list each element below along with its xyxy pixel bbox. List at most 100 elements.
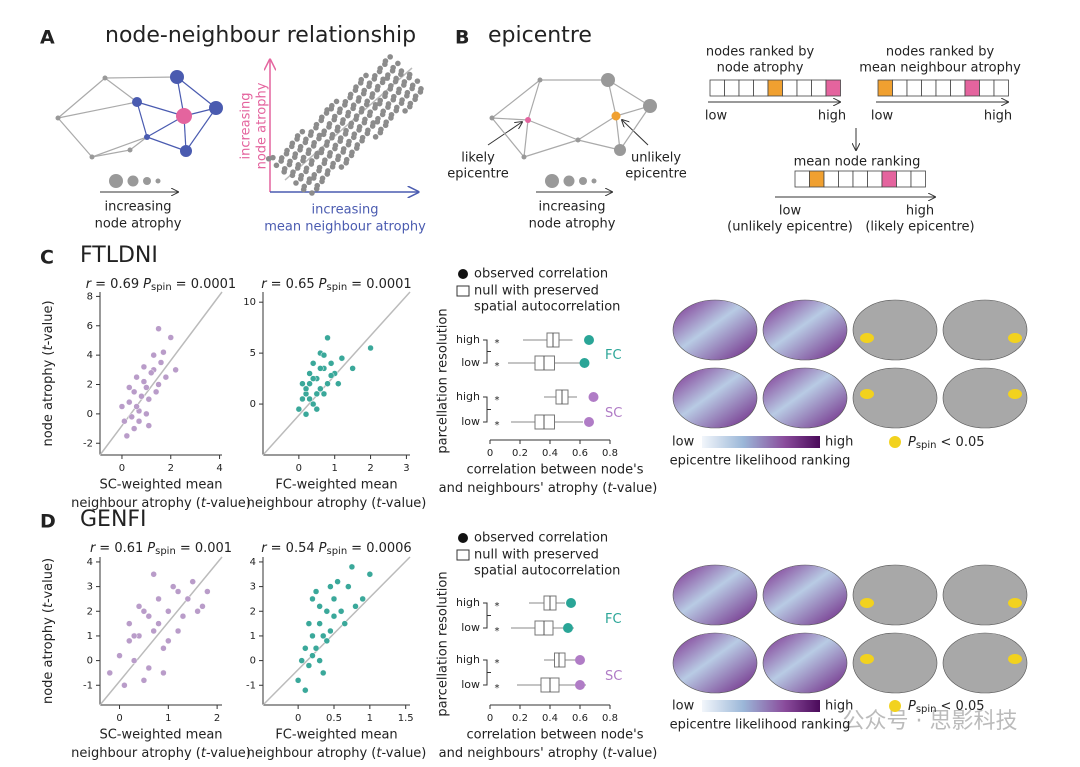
network-edge: [57, 77, 106, 119]
point: [305, 620, 313, 627]
cloud-dot: [376, 68, 383, 75]
point: [121, 682, 128, 689]
text-part: -value): [612, 746, 657, 761]
legend-text: increasing: [105, 200, 172, 215]
network-edge: [146, 136, 187, 152]
rank-cell: [809, 170, 825, 188]
colorbar-high: high: [825, 435, 853, 450]
size-legend-dot: [579, 177, 587, 185]
axis-label: correlation between node's: [466, 463, 643, 478]
x-tick-label: 4: [216, 463, 222, 474]
point: [337, 608, 345, 615]
point: [352, 603, 359, 610]
rank-end: high: [906, 204, 934, 219]
text-part: P: [319, 277, 327, 292]
point: [189, 578, 196, 585]
network-node: [89, 154, 95, 160]
axis-label: neighbour atrophy (t-value): [71, 746, 251, 761]
row-label: high: [456, 390, 480, 403]
cloud-dot: [402, 108, 408, 114]
cloud-dot: [281, 169, 287, 175]
point: [327, 360, 335, 367]
observed: [575, 680, 585, 690]
cloud-dot: [270, 154, 276, 161]
y-tick-label: -2: [83, 438, 93, 449]
text-part: r: [261, 277, 268, 292]
text-part: t: [607, 481, 613, 496]
text-part: t: [376, 746, 382, 761]
cloud-dot: [319, 178, 325, 185]
rank-cell: [892, 79, 908, 97]
point: [155, 325, 162, 332]
point: [327, 583, 334, 590]
network-node: [643, 99, 657, 113]
point: [150, 351, 157, 359]
row-label: low: [461, 356, 480, 369]
axis-label: node atrophy: [255, 82, 270, 169]
point: [313, 390, 321, 398]
cloud-dot: [310, 143, 317, 149]
axis-label: increasing: [239, 93, 254, 160]
rank-cell: [767, 79, 783, 97]
rank-end: low: [871, 109, 894, 124]
point: [323, 608, 331, 615]
point: [345, 583, 352, 590]
text-part: = 0.69: [95, 277, 139, 292]
rank-note: (likely epicentre): [865, 220, 974, 235]
rank-cell: [906, 79, 922, 97]
x-tick-label: 0: [116, 713, 122, 724]
cloud-dot: [294, 165, 301, 171]
cloud-dot: [374, 118, 381, 125]
bracket: [483, 339, 491, 364]
x-tick-label: 1.5: [398, 713, 414, 724]
network-edge: [57, 117, 93, 158]
network-edge: [136, 101, 185, 117]
x-tick-label: 0: [296, 463, 302, 474]
brain-map: [762, 564, 848, 626]
point: [295, 405, 303, 413]
pointer: [622, 120, 649, 146]
cloud-dot: [318, 149, 325, 156]
legend-text: null with preserved: [474, 548, 599, 563]
point: [155, 595, 162, 603]
network-edge: [527, 119, 579, 141]
point: [135, 417, 143, 425]
panel-letter: A: [40, 27, 55, 49]
y-tick-label: 8: [87, 291, 93, 302]
text-part: = 0.54: [271, 541, 315, 556]
point: [312, 588, 320, 595]
brain-spot: [860, 389, 874, 399]
text-part: and neighbours' atrophy (: [439, 746, 608, 761]
text-part: -value): [381, 746, 426, 761]
text-part: neighbour atrophy (: [247, 496, 377, 511]
cloud-dot: [412, 96, 418, 103]
size-legend-dot: [109, 174, 123, 188]
cloud-dot: [379, 79, 386, 86]
text-part: = 0.0006: [351, 541, 412, 556]
rank-cell: [935, 79, 951, 97]
point: [135, 603, 143, 610]
y-tick-label: 4: [87, 350, 93, 361]
point: [121, 417, 128, 425]
cloud-dot: [358, 108, 365, 115]
rank-title: node atrophy: [717, 61, 804, 76]
stat-text: r = 0.65 Pspin = 0.0001: [261, 277, 411, 294]
point: [367, 344, 374, 352]
text-part: < 0.05: [941, 699, 985, 714]
point: [305, 662, 313, 669]
cloud-dot: [409, 85, 415, 92]
point: [323, 637, 331, 645]
axis-label: neighbour atrophy (t-value): [247, 496, 427, 511]
sig-marker: *: [495, 395, 500, 406]
point: [319, 632, 327, 640]
cloud-dot: [414, 78, 421, 84]
point: [348, 563, 356, 571]
rank-cell: [753, 79, 769, 97]
axis-label: node atrophy (t-value): [41, 558, 56, 704]
point: [298, 657, 305, 664]
point: [126, 620, 133, 627]
x-tick-label: 0.4: [542, 713, 558, 724]
point: [330, 595, 338, 603]
network-edge: [577, 115, 617, 141]
text-part: -value): [206, 496, 251, 511]
